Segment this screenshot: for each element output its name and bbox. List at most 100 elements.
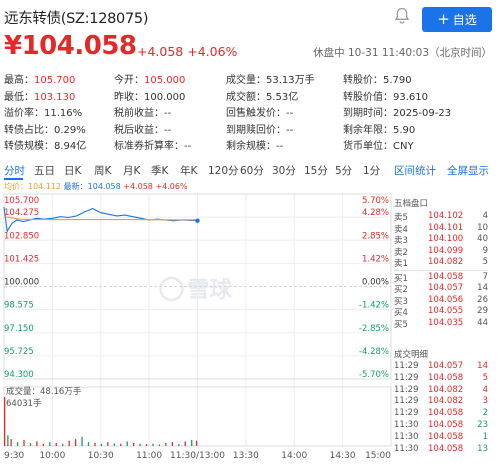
volume-total-label: 成交量：48.16万手 xyxy=(6,386,82,397)
volume-bar xyxy=(139,443,141,446)
quote-label: 回售触发价： xyxy=(226,108,286,120)
trade-time: 11:29 xyxy=(394,372,419,383)
trade-time: 11:30 xyxy=(394,431,419,442)
trade-volume: 14 xyxy=(477,361,488,371)
trade-volume: 3 xyxy=(482,396,488,407)
trade-volume: 23 xyxy=(477,419,488,430)
trade-row: 11:29 104.057 14 xyxy=(394,361,488,373)
order-level: 买5 xyxy=(394,319,408,330)
order-volume: 14 xyxy=(477,283,488,293)
volume-bar xyxy=(195,440,198,446)
trade-price: 104.082 xyxy=(428,396,464,407)
fullscreen-link[interactable]: 全屏显示 xyxy=(447,165,489,177)
intraday-chart: 均价：104.112 最新：104.058 +4.058 +4.06% 雪球 10… xyxy=(0,181,500,470)
quote-value: 103.130 xyxy=(34,91,76,103)
quote-cell: 转债规模：8.94亿 xyxy=(4,137,86,152)
order-book-row: 买3 104.056 26 xyxy=(394,295,488,307)
trade-time: 11:29 xyxy=(394,408,419,419)
tab-8[interactable]: 60分 xyxy=(240,165,264,177)
add-watchlist-button[interactable]: + 自选 xyxy=(422,7,492,32)
quote-cell: 回售触发价：-- xyxy=(226,104,293,119)
quote-cell: 成交额：5.53亿 xyxy=(226,88,298,103)
tab-10[interactable]: 15分 xyxy=(304,165,328,177)
volume-bar xyxy=(4,397,6,446)
order-book-row: 卖5 104.102 4 xyxy=(394,211,488,223)
order-book-title: 五档盘口 xyxy=(394,199,429,209)
quote-cell: 剩余规模：-- xyxy=(226,137,283,152)
order-level: 买3 xyxy=(394,296,408,307)
chart-legend: 均价：104.112 最新：104.058 +4.058 +4.06% xyxy=(4,181,188,192)
order-volume: 10 xyxy=(477,222,488,233)
order-level: 买2 xyxy=(394,285,408,295)
y-tick-label-right: -1.42% xyxy=(359,301,389,311)
trade-row: 11:29 104.082 4 xyxy=(394,385,488,397)
order-volume: 5 xyxy=(482,257,488,267)
order-price: 104.035 xyxy=(428,317,464,328)
tab-5[interactable]: 季K xyxy=(151,165,169,177)
order-book-row: 买5 104.035 44 xyxy=(394,318,488,330)
tab-1[interactable]: 五日 xyxy=(34,165,55,177)
trade-time: 11:30 xyxy=(394,443,419,454)
x-tick-label: 11:30/13:00 xyxy=(170,451,225,461)
trade-list: 11:29 104.057 14 11:29 104.058 5 11:29 104.082 4… xyxy=(394,361,488,455)
order-level: 卖1 xyxy=(394,259,408,269)
order-book-row: 买2 104.057 14 xyxy=(394,283,488,295)
order-price: 104.055 xyxy=(428,306,464,316)
x-tick-label: 10:00 xyxy=(39,451,65,461)
chart-period-tabs: 分时 五日 日K 周K 月K 季K 年K 120分 60分 30分 15分 5分 1分 区间统计 全屏显示 xyxy=(4,163,496,180)
tab-11[interactable]: 5分 xyxy=(335,165,353,177)
order-price: 104.058 xyxy=(428,271,464,282)
trade-volume: 4 xyxy=(482,384,488,395)
trade-price: 104.058 xyxy=(428,408,464,419)
quote-value: -- xyxy=(164,124,172,136)
tab-0[interactable]: 分时 xyxy=(4,165,25,177)
quote-cell: 剩余年限：5.90 xyxy=(343,121,415,136)
quote-row: 转债占比：0.29% 税后收益：-- 到期赎回价：-- 剩余年限：5.90 xyxy=(4,121,496,138)
quote-cell: 最高：105.700 xyxy=(4,71,75,86)
tab-2[interactable]: 日K xyxy=(64,165,82,177)
tab-7[interactable]: 120分 xyxy=(208,165,239,177)
quote-cell: 转股价值：93.610 xyxy=(343,88,428,103)
y-tick-label-right: 4.28% xyxy=(362,208,389,218)
quote-row: 溢价率：11.16% 税前收益：-- 回售触发价：-- 到期时间：2025-09-23 xyxy=(4,104,496,121)
quote-grid: 最高：105.700 今开：105.000 成交量：53.13万手 转股价：5.790… xyxy=(4,71,496,154)
order-book: 卖5 104.102 4 卖4 104.101 10 卖3 104.100 40 卖2 104.09… xyxy=(394,211,488,330)
y-tick-label-right: -5.70% xyxy=(359,370,389,380)
tab-12[interactable]: 1分 xyxy=(363,165,381,177)
volume-bar xyxy=(81,436,83,446)
y-tick-label-right: 2.85% xyxy=(362,231,389,241)
volume-bar xyxy=(100,443,103,446)
quote-cell: 成交量：53.13万手 xyxy=(226,71,315,86)
bell-icon[interactable] xyxy=(394,7,410,25)
volume-bar xyxy=(23,439,25,446)
quote-value: 100.000 xyxy=(144,91,186,103)
order-book-row: 买1 104.058 7 xyxy=(394,272,488,284)
trade-volume: 2 xyxy=(482,408,488,419)
volume-max-label: 64031手 xyxy=(6,398,42,409)
quote-cell: 转债占比：0.29% xyxy=(4,121,86,136)
quote-cell: 昨收：100.000 xyxy=(114,88,185,103)
quote-row: 最高：105.700 今开：105.000 成交量：53.13万手 转股价：5.790 xyxy=(4,71,496,88)
tab-9[interactable]: 30分 xyxy=(272,165,296,177)
quote-value: -- xyxy=(286,124,294,136)
trade-row: 11:30 104.058 1 xyxy=(394,432,488,444)
avg-price-label: 均价： xyxy=(4,182,28,191)
volume-bar xyxy=(29,442,32,446)
order-price: 104.100 xyxy=(428,234,464,244)
volume-bar xyxy=(10,439,12,446)
range-stats-link[interactable]: 区间统计 xyxy=(394,165,436,177)
trade-time: 11:29 xyxy=(394,384,419,395)
tab-6[interactable]: 年K xyxy=(180,165,198,177)
volume-bar xyxy=(178,444,180,446)
order-price: 104.082 xyxy=(428,257,464,267)
watermark-logo-icon xyxy=(159,276,184,302)
quote-header: 远东转债(SZ:128075) + 自选 xyxy=(4,4,494,34)
quote-label: 到期时间： xyxy=(343,108,393,120)
quote-label: 剩余年限： xyxy=(343,124,393,136)
tab-4[interactable]: 月K xyxy=(123,165,141,177)
order-volume: 40 xyxy=(477,234,488,244)
order-level: 卖2 xyxy=(394,247,408,258)
tab-3[interactable]: 周K xyxy=(94,165,112,177)
quote-value: 11.16% xyxy=(44,108,83,120)
